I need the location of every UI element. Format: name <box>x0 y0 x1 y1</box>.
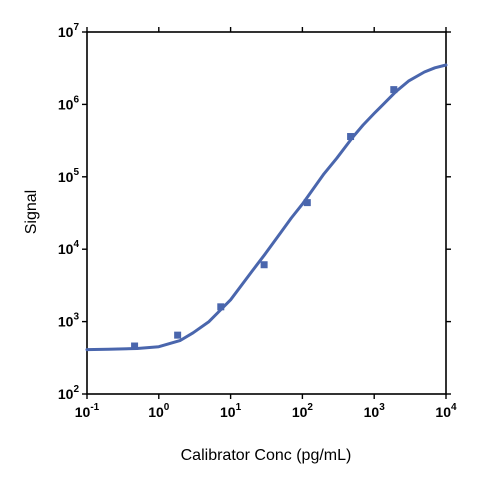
fitted-curve-layer <box>85 63 448 352</box>
x-axis-title: Calibrator Conc (pg/mL) <box>181 447 352 464</box>
x-axis-ticks: 10-1 100 101 102 103 104 <box>75 27 457 420</box>
x-tick-label: 101 <box>220 402 242 420</box>
data-point <box>174 331 182 339</box>
y-tick-label: 105 <box>58 167 80 185</box>
x-tick-label: 103 <box>364 402 386 420</box>
y-tick-label: 107 <box>58 22 80 40</box>
y-tick-label: 106 <box>58 94 80 112</box>
plot-frame <box>86 31 447 395</box>
y-tick-label: 102 <box>58 384 80 402</box>
x-tick-label: 102 <box>292 402 314 420</box>
data-point <box>131 342 139 350</box>
plot-area <box>86 31 447 395</box>
x-tick-label: 104 <box>435 402 457 420</box>
data-point <box>347 133 355 141</box>
data-point <box>217 303 225 311</box>
y-tick-label: 104 <box>58 239 80 257</box>
y-axis-title: Signal <box>23 190 40 234</box>
y-axis-ticks: 102 103 104 105 106 107 <box>58 22 451 402</box>
data-points-layer <box>131 86 398 350</box>
data-point <box>303 199 311 207</box>
data-point <box>260 261 268 269</box>
y-tick-label: 103 <box>58 312 80 330</box>
data-point <box>390 86 398 94</box>
x-tick-label: 100 <box>148 402 170 420</box>
fitted-curve-line <box>85 63 448 352</box>
x-tick-label: 10-1 <box>75 402 100 420</box>
